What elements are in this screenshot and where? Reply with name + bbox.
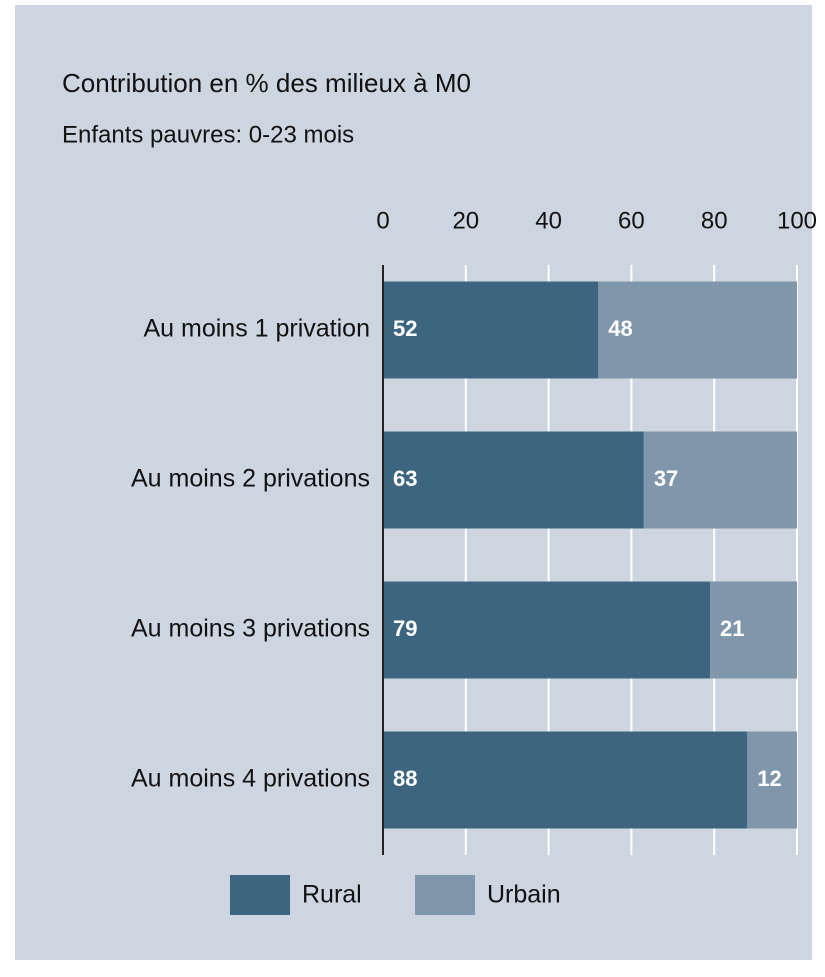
bar-segment: [383, 281, 599, 379]
x-tick-label: 0: [376, 207, 389, 234]
x-tick-label: 40: [535, 207, 562, 234]
y-tick-label: Au moins 2 privations: [131, 465, 370, 493]
x-tick-label: 100: [777, 207, 817, 234]
bar-segment: [598, 281, 797, 379]
legend-label: Urbain: [487, 881, 561, 909]
value-label: 21: [720, 616, 744, 641]
x-tick-label: 20: [452, 207, 479, 234]
bar-segment: [383, 431, 644, 529]
legend-swatch: [230, 875, 290, 915]
y-tick-label: Au moins 3 privations: [131, 615, 370, 643]
value-label: 52: [393, 316, 417, 341]
bar-segment: [383, 731, 748, 829]
legend-swatch: [415, 875, 475, 915]
y-tick-label: Au moins 1 privation: [143, 315, 370, 343]
x-tick-label: 60: [618, 207, 645, 234]
bar-segment: [710, 581, 797, 679]
value-label: 63: [393, 466, 417, 491]
value-label: 79: [393, 616, 417, 641]
value-label: 37: [654, 466, 678, 491]
bar-segment: [747, 731, 797, 829]
legend-label: Rural: [302, 881, 362, 909]
value-label: 12: [757, 766, 781, 791]
x-tick-label: 80: [701, 207, 728, 234]
value-label: 88: [393, 766, 417, 791]
bar-segment: [643, 431, 797, 529]
chart-subtitle: Enfants pauvres: 0-23 mois: [62, 121, 354, 148]
value-label: 48: [608, 316, 632, 341]
bar-segment: [383, 581, 711, 679]
y-tick-label: Au moins 4 privations: [131, 765, 370, 793]
chart-title: Contribution en % des milieux à M0: [62, 68, 471, 98]
